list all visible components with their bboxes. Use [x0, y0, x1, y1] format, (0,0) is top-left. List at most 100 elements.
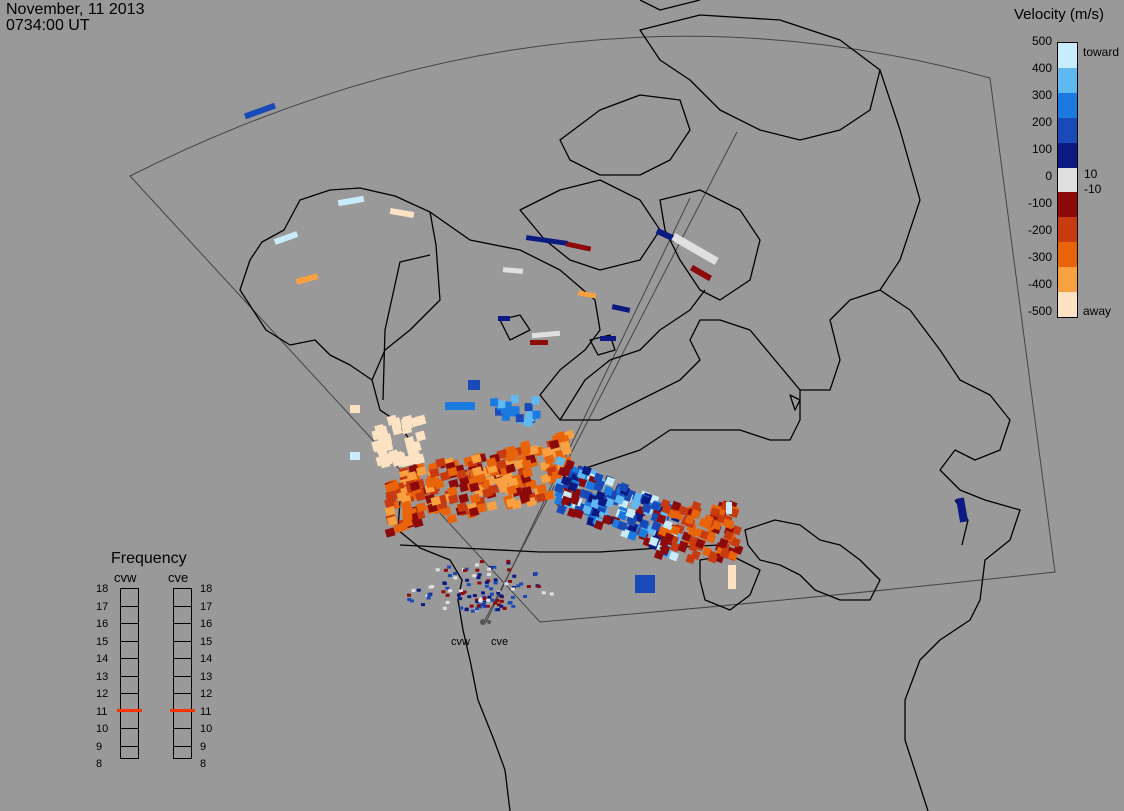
- velocity-cell: [955, 497, 969, 523]
- velocity-cell: [476, 502, 488, 513]
- colorbar-segment: [1058, 43, 1077, 69]
- velocity-cell: [505, 497, 517, 508]
- velocity-cell: [579, 488, 590, 500]
- frequency-marker-cve: [170, 708, 195, 712]
- velocity-cell: [522, 467, 533, 478]
- velocity-cell: [495, 407, 504, 416]
- velocity-cell: [617, 510, 628, 521]
- velocity-cell: [507, 568, 512, 572]
- velocity-cell: [530, 340, 548, 345]
- velocity-cell: [386, 414, 398, 426]
- velocity-cell: [439, 471, 451, 482]
- velocity-cell: [662, 520, 673, 531]
- velocity-cell: [668, 551, 679, 562]
- velocity-cell: [593, 481, 604, 492]
- velocity-cell: [626, 516, 638, 527]
- velocity-cell: [531, 330, 561, 339]
- velocity-cell: [493, 578, 498, 582]
- velocity-cell: [614, 494, 625, 505]
- colorbar-segment: [1058, 217, 1077, 244]
- velocity-cell: [490, 598, 495, 602]
- velocity-cell: [585, 480, 596, 491]
- velocity-cell: [565, 241, 592, 252]
- velocity-cell: [560, 475, 572, 486]
- velocity-cell: [648, 536, 659, 547]
- site-label-cvw: cvw: [451, 636, 470, 648]
- velocity-cell: [495, 599, 500, 603]
- velocity-cell: [482, 605, 487, 609]
- frequency-scale-label: 8: [96, 758, 103, 770]
- velocity-cell: [350, 452, 360, 460]
- velocity-cell: [526, 413, 535, 422]
- velocity-cell: [695, 538, 706, 549]
- velocity-cell: [590, 498, 601, 510]
- frequency-scale-label: 14: [96, 653, 109, 665]
- freq-radar-cve: cve: [168, 570, 189, 585]
- velocity-cell: [384, 527, 396, 538]
- velocity-cell: [463, 568, 468, 572]
- velocity-cell: [445, 402, 475, 410]
- velocity-cell: [386, 515, 398, 526]
- velocity-cell: [640, 495, 651, 507]
- velocity-cell: [445, 593, 450, 597]
- velocity-cell: [656, 513, 667, 525]
- velocity-cell: [488, 566, 493, 570]
- colorbar-segment: [1058, 92, 1077, 119]
- frequency-scale-label: 11: [96, 705, 108, 718]
- velocity-cell: [616, 520, 628, 532]
- velocity-cell: [482, 602, 487, 606]
- velocity-cell: [428, 585, 433, 589]
- velocity-cell: [651, 521, 662, 532]
- velocity-cell: [512, 574, 517, 578]
- velocity-cell: [381, 454, 393, 466]
- velocity-cell: [430, 495, 442, 506]
- velocity-cell: [448, 478, 460, 489]
- velocity-cell: [502, 473, 513, 484]
- velocity-cell: [532, 410, 541, 419]
- velocity-cell: [474, 598, 479, 602]
- velocity-cell: [733, 544, 744, 555]
- frequency-gridline: [120, 675, 138, 677]
- velocity-cell: [403, 454, 415, 466]
- velocity-cell: [490, 398, 499, 407]
- velocity-cell: [499, 594, 504, 598]
- velocity-cell: [459, 606, 464, 610]
- velocity-cell: [502, 267, 524, 274]
- freq-radar-cvw: cvw: [114, 570, 137, 585]
- velocity-cell: [462, 590, 467, 594]
- velocity-cell: [524, 403, 533, 412]
- velocity-cell: [690, 549, 701, 561]
- velocity-cell: [496, 608, 501, 612]
- frequency-gridline: [120, 623, 138, 624]
- velocity-cell: [524, 418, 533, 427]
- velocity-cell: [516, 584, 521, 588]
- colorbar-tick-label: -300: [1027, 250, 1052, 264]
- colorbar-segment: [1058, 192, 1077, 219]
- velocity-cell: [447, 565, 452, 569]
- velocity-cell: [557, 466, 568, 477]
- velocity-cell: [475, 563, 480, 567]
- velocity-cell: [493, 601, 498, 605]
- frequency-gridline: [173, 728, 191, 729]
- velocity-cell: [465, 578, 470, 582]
- velocity-cell: [511, 604, 516, 608]
- velocity-cell: [466, 583, 471, 587]
- velocity-cell: [469, 604, 474, 608]
- frequency-scale-label: 18: [96, 583, 109, 595]
- velocity-cell: [627, 530, 638, 541]
- velocity-cell: [484, 580, 489, 584]
- frequency-scale-label: 11: [200, 705, 212, 718]
- velocity-cell: [458, 589, 463, 593]
- velocity-cell: [496, 459, 507, 470]
- velocity-cell: [510, 395, 519, 404]
- velocity-cell: [477, 573, 482, 577]
- colorbar-tick-label: -400: [1027, 277, 1052, 291]
- velocity-cell: [487, 595, 492, 599]
- velocity-cell: [426, 596, 431, 600]
- frequency-scale-label: 18: [200, 583, 213, 595]
- site-marker-cve: [487, 620, 491, 624]
- velocity-cell: [492, 565, 497, 569]
- velocity-cell: [410, 599, 415, 603]
- velocity-cell: [427, 593, 432, 597]
- velocity-cell: [618, 482, 630, 493]
